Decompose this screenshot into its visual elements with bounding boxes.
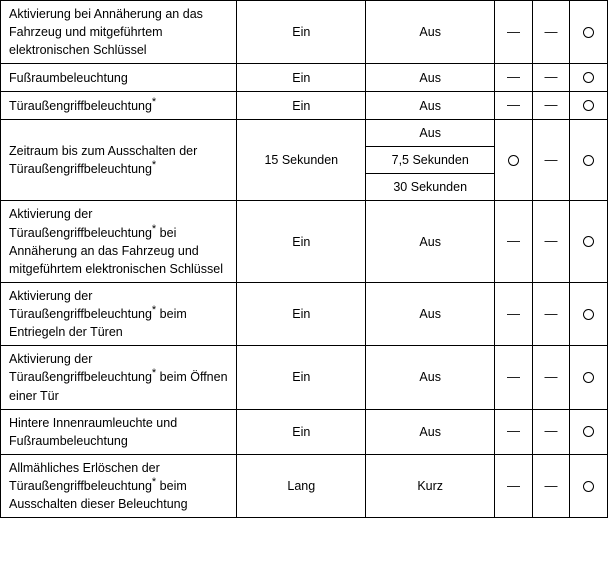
setting-description: Fußraumbeleuchtung (1, 64, 237, 92)
circle-icon (583, 236, 594, 247)
circle-icon (583, 372, 594, 383)
default-value: 15 Sekunden (237, 120, 366, 201)
table-row: Zeitraum bis zum Ausschalten der Türauße… (1, 120, 608, 147)
footnote-asterisk: * (152, 222, 156, 234)
circle-icon (583, 309, 594, 320)
table-row: Allmähliches Erlöschen der Türaußengriff… (1, 454, 608, 517)
circle-icon (583, 481, 594, 492)
mark-circle (570, 409, 608, 454)
option-value: Aus (366, 64, 495, 92)
footnote-asterisk: * (152, 159, 156, 171)
circle-icon (583, 155, 594, 166)
mark-dash: — (532, 1, 570, 64)
table-row: Aktivierung der Türaußengriffbeleuchtung… (1, 201, 608, 283)
setting-description: Aktivierung der Türaußengriffbeleuchtung… (1, 346, 237, 409)
mark-circle (570, 64, 608, 92)
option-value: 30 Sekunden (366, 174, 495, 201)
mark-dash: — (495, 454, 533, 517)
mark-circle (570, 1, 608, 64)
option-value: Aus (366, 346, 495, 409)
default-value: Lang (237, 454, 366, 517)
setting-description: Aktivierung der Türaußengriffbeleuchtung… (1, 282, 237, 345)
setting-description: Aktivierung der Türaußengriffbeleuchtung… (1, 201, 237, 283)
mark-dash: — (532, 282, 570, 345)
mark-dash: — (532, 346, 570, 409)
footnote-asterisk: * (152, 95, 156, 107)
default-value: Ein (237, 409, 366, 454)
settings-table: Aktivierung bei Annäherung an das Fahrze… (0, 0, 608, 518)
mark-dash: — (495, 1, 533, 64)
option-value: Aus (366, 92, 495, 120)
mark-dash: — (495, 92, 533, 120)
settings-table-container: Aktivierung bei Annäherung an das Fahrze… (0, 0, 608, 518)
setting-description: Zeitraum bis zum Ausschalten der Türauße… (1, 120, 237, 201)
circle-icon (508, 155, 519, 166)
footnote-asterisk: * (152, 367, 156, 379)
setting-description: Hintere Innenraumleuchte und Fußraumbele… (1, 409, 237, 454)
table-row: Aktivierung der Türaußengriffbeleuchtung… (1, 282, 608, 345)
table-row: Türaußengriffbeleuchtung*EinAus—— (1, 92, 608, 120)
setting-description: Aktivierung bei Annäherung an das Fahrze… (1, 1, 237, 64)
setting-description: Allmähliches Erlöschen der Türaußengriff… (1, 454, 237, 517)
setting-description: Türaußengriffbeleuchtung* (1, 92, 237, 120)
option-value: Kurz (366, 454, 495, 517)
circle-icon (583, 72, 594, 83)
mark-circle (570, 282, 608, 345)
mark-dash: — (495, 346, 533, 409)
mark-circle (570, 454, 608, 517)
option-value: 7,5 Sekunden (366, 147, 495, 174)
default-value: Ein (237, 346, 366, 409)
mark-circle (495, 120, 533, 201)
footnote-asterisk: * (152, 304, 156, 316)
table-row: Aktivierung der Türaußengriffbeleuchtung… (1, 346, 608, 409)
default-value: Ein (237, 64, 366, 92)
circle-icon (583, 27, 594, 38)
footnote-asterisk: * (152, 476, 156, 488)
mark-circle (570, 201, 608, 283)
default-value: Ein (237, 92, 366, 120)
option-value: Aus (366, 120, 495, 147)
mark-circle (570, 92, 608, 120)
option-value: Aus (366, 409, 495, 454)
table-row: Hintere Innenraumleuchte und Fußraumbele… (1, 409, 608, 454)
mark-dash: — (532, 201, 570, 283)
table-row: Aktivierung bei Annäherung an das Fahrze… (1, 1, 608, 64)
mark-dash: — (532, 64, 570, 92)
option-value: Aus (366, 282, 495, 345)
mark-dash: — (532, 92, 570, 120)
circle-icon (583, 426, 594, 437)
mark-dash: — (532, 409, 570, 454)
mark-dash: — (495, 409, 533, 454)
mark-dash: — (532, 454, 570, 517)
mark-dash: — (495, 201, 533, 283)
default-value: Ein (237, 1, 366, 64)
mark-dash: — (495, 282, 533, 345)
mark-circle (570, 346, 608, 409)
table-row: FußraumbeleuchtungEinAus—— (1, 64, 608, 92)
mark-dash: — (495, 64, 533, 92)
mark-dash: — (532, 120, 570, 201)
circle-icon (583, 100, 594, 111)
option-value: Aus (366, 1, 495, 64)
default-value: Ein (237, 201, 366, 283)
default-value: Ein (237, 282, 366, 345)
mark-circle (570, 120, 608, 201)
option-value: Aus (366, 201, 495, 283)
